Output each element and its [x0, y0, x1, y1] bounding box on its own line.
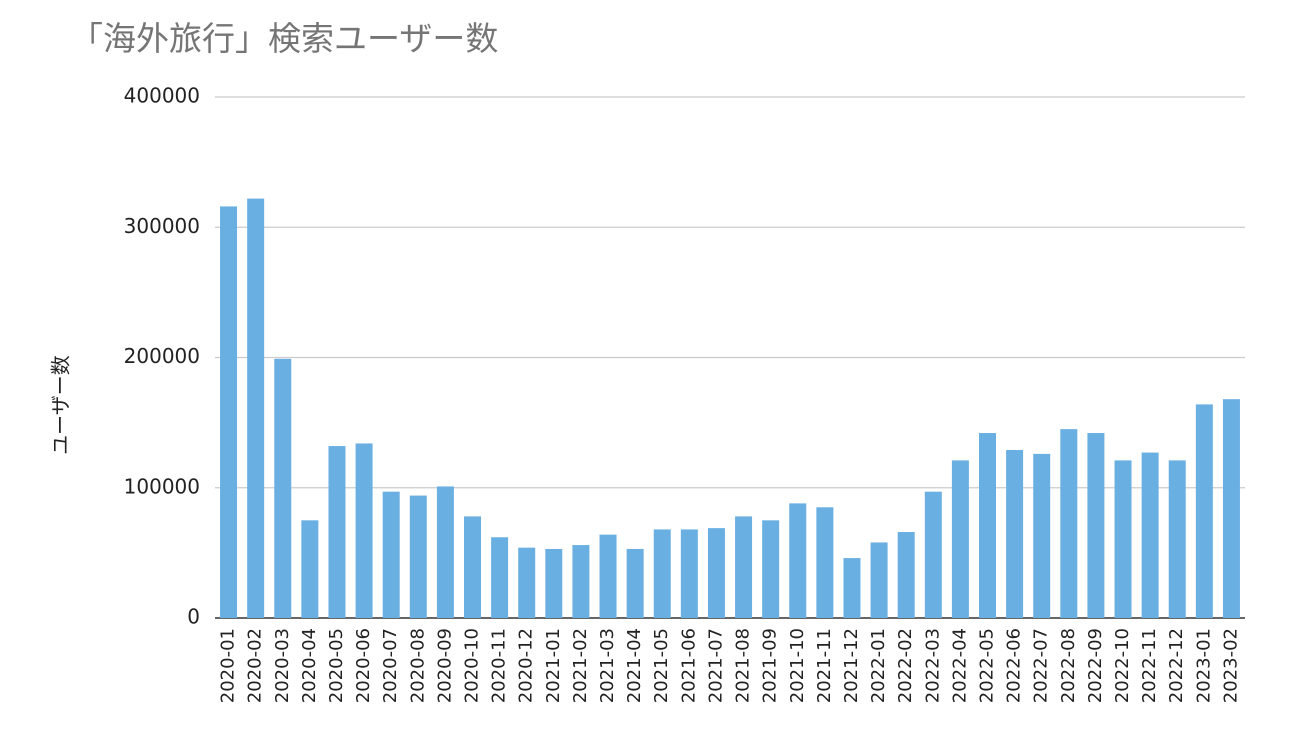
x-tick-label: 2021-10 [787, 628, 808, 703]
x-tick-label: 2022-01 [868, 628, 889, 703]
bar [1033, 453, 1051, 618]
x-tick-label: 2020-11 [489, 628, 510, 703]
x-tick-label: 2021-05 [651, 628, 672, 703]
x-tick-label: 2020-07 [380, 628, 401, 703]
y-tick-label: 100000 [124, 474, 200, 498]
x-tick-label: 2021-01 [543, 628, 564, 703]
x-tick-label: 2021-11 [814, 628, 835, 703]
bar [1087, 433, 1105, 618]
bar [951, 460, 969, 618]
x-tick-label: 2021-12 [841, 628, 862, 703]
bar [870, 542, 888, 618]
bar [436, 486, 454, 618]
x-tick-label: 2022-06 [1004, 628, 1025, 703]
y-tick-label: 0 [187, 605, 200, 629]
bar [707, 528, 725, 618]
bar [572, 545, 590, 618]
x-tick-label: 2023-02 [1220, 628, 1241, 703]
bar [626, 548, 644, 618]
x-tick-label: 2023-01 [1193, 628, 1214, 703]
x-tick-label: 2021-03 [597, 628, 618, 703]
bar [897, 532, 915, 618]
y-tick-label: 200000 [124, 344, 200, 368]
bar [1222, 399, 1240, 618]
x-tick-label: 2020-12 [516, 628, 537, 703]
bar [653, 529, 671, 618]
x-tick-label: 2020-09 [434, 628, 455, 703]
bar [816, 507, 834, 618]
x-tick-label: 2022-05 [977, 628, 998, 703]
bar [247, 198, 265, 618]
bar [789, 503, 807, 618]
bar [1141, 452, 1159, 618]
x-tick-label: 2021-02 [570, 628, 591, 703]
bar [1114, 460, 1132, 618]
x-tick-label: 2020-10 [462, 628, 483, 703]
bar [924, 491, 942, 618]
x-tick-label: 2020-02 [245, 628, 266, 703]
bar [464, 516, 481, 618]
y-tick-label: 300000 [124, 214, 200, 238]
x-tick-label: 2022-07 [1031, 628, 1052, 703]
x-tick-label: 2022-08 [1058, 628, 1079, 703]
bar [762, 520, 780, 618]
x-tick-label: 2020-05 [326, 628, 347, 703]
bar [735, 516, 753, 618]
bar [1195, 404, 1213, 618]
y-axis-label: ユーザー数 [49, 355, 73, 455]
chart-title: 「海外旅行」検索ユーザー数 [70, 19, 498, 58]
bar [979, 433, 996, 618]
bar [680, 529, 698, 618]
x-tick-label: 2020-04 [299, 628, 320, 703]
bar [545, 548, 563, 618]
bar [1168, 460, 1186, 618]
x-tick-label: 2021-04 [624, 628, 645, 703]
bar [409, 495, 427, 618]
bar [382, 491, 400, 618]
bar [220, 206, 238, 618]
bar [355, 443, 373, 618]
x-tick-label: 2020-06 [353, 628, 374, 703]
x-tick-label: 2022-03 [922, 628, 943, 703]
x-tick-label: 2021-07 [705, 628, 726, 703]
bar [1006, 449, 1024, 618]
x-tick-label: 2022-12 [1166, 628, 1187, 703]
bar [843, 558, 861, 618]
bar [518, 547, 536, 618]
x-tick-label: 2021-09 [760, 628, 781, 703]
bar [1060, 429, 1078, 618]
x-tick-label: 2020-03 [272, 628, 293, 703]
x-tick-label: 2020-01 [218, 628, 239, 703]
x-tick-label: 2020-08 [407, 628, 428, 703]
bar [599, 534, 617, 618]
bar [274, 358, 292, 618]
x-tick-label: 2021-08 [733, 628, 754, 703]
x-tick-label: 2022-09 [1085, 628, 1106, 703]
bar [328, 446, 346, 618]
x-tick-label: 2022-10 [1112, 628, 1133, 703]
bar [301, 520, 319, 618]
x-tick-label: 2022-02 [895, 628, 916, 703]
y-tick-label: 400000 [124, 84, 200, 108]
x-tick-label: 2021-06 [678, 628, 699, 703]
x-tick-label: 2022-11 [1139, 628, 1160, 703]
x-tick-label: 2022-04 [949, 628, 970, 703]
bar [491, 537, 509, 618]
